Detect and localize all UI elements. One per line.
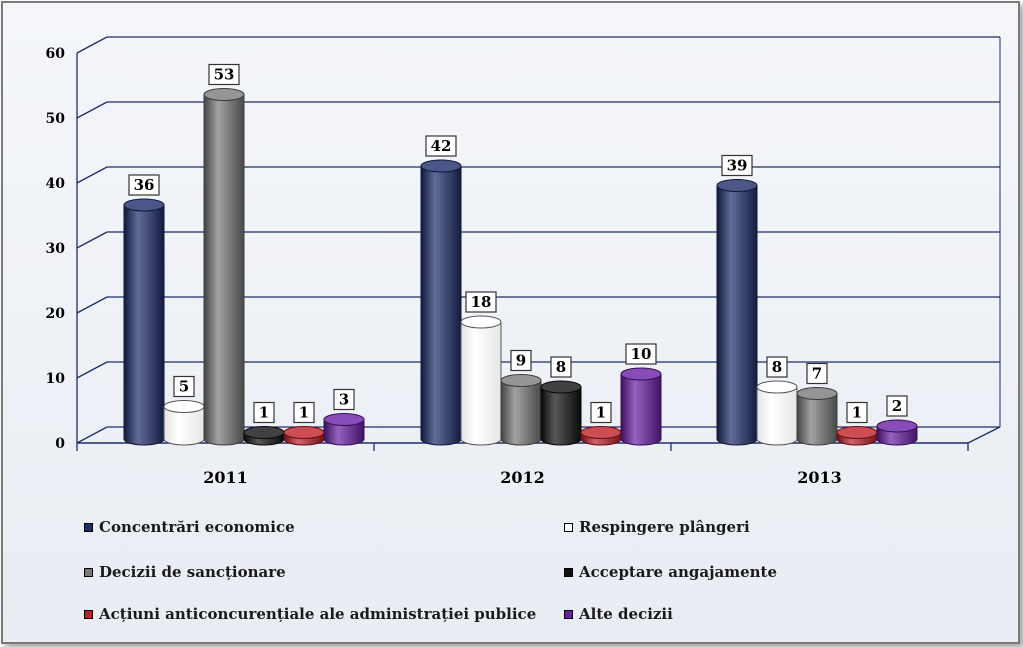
gridline-side — [76, 426, 108, 444]
data-label: 2 — [892, 397, 902, 415]
bar-2012-1 — [460, 321, 502, 446]
bar-2012-5 — [620, 373, 662, 446]
data-label: 8 — [772, 358, 782, 376]
bar-2013-1 — [756, 386, 798, 446]
data-label-box — [510, 349, 532, 372]
data-label: 9 — [516, 352, 526, 370]
data-label-box — [766, 356, 788, 378]
bar-top-2013-4 — [836, 426, 878, 439]
bar-2013-0 — [716, 185, 758, 446]
data-label-box — [293, 401, 315, 424]
bar-2012-2 — [500, 380, 542, 446]
y-tick-label: 20 — [46, 306, 66, 322]
gridline-side — [76, 361, 108, 379]
bar-top-2012-4 — [580, 426, 622, 439]
bar-top-2012-3 — [540, 380, 582, 394]
y-tick-label: 10 — [46, 371, 66, 387]
gridline-side — [76, 166, 108, 184]
bar-top-2012-1 — [460, 315, 502, 329]
x-category-label: 2012 — [500, 468, 545, 487]
bar-top-2011-3 — [243, 426, 285, 439]
data-label-box — [590, 401, 612, 424]
bar-top-2012-2 — [500, 374, 542, 387]
bar-top-2011-5 — [323, 413, 365, 426]
bar-2012-0 — [420, 165, 462, 446]
bar-2011-0 — [123, 204, 165, 446]
data-label: 53 — [214, 66, 235, 84]
data-label: 1 — [299, 404, 309, 422]
bar-top-2013-2 — [796, 387, 838, 400]
y-tick-label: 60 — [46, 46, 66, 62]
data-label-box — [333, 388, 355, 411]
bar-top-2011-0 — [123, 198, 165, 212]
bar-top-2011-2 — [203, 88, 245, 101]
bar-top-2013-5 — [876, 419, 918, 433]
bar-2011-2 — [203, 94, 245, 446]
data-label-box — [846, 401, 868, 424]
data-label: 18 — [471, 293, 492, 311]
bar-2011-5 — [323, 419, 365, 446]
data-label: 42 — [431, 137, 452, 155]
bar-top-2011-1 — [163, 400, 205, 413]
data-label-box — [625, 343, 657, 365]
gridline-side — [76, 231, 108, 249]
gridline-side — [76, 36, 108, 54]
bar-top-2013-0 — [716, 179, 758, 192]
data-label-box — [425, 135, 457, 157]
data-label: 36 — [134, 176, 155, 194]
data-label-box — [253, 401, 275, 424]
bar-2013-2 — [796, 393, 838, 446]
data-label: 5 — [179, 378, 189, 396]
gridline-side — [76, 296, 108, 314]
data-label: 1 — [596, 404, 606, 422]
data-label-box — [806, 362, 828, 385]
y-tick-label: 0 — [55, 436, 65, 452]
data-label-box — [208, 63, 240, 86]
data-label: 7 — [812, 365, 822, 383]
y-tick-label: 50 — [46, 111, 66, 127]
data-label: 10 — [631, 345, 652, 363]
y-tick-label: 40 — [46, 176, 66, 192]
data-label: 8 — [556, 358, 566, 376]
x-category-label: 2011 — [203, 468, 248, 487]
data-label: 3 — [339, 391, 349, 409]
bar-top-2011-4 — [283, 426, 325, 439]
data-label: 1 — [852, 404, 862, 422]
data-label-box — [128, 174, 160, 196]
data-label-box — [173, 375, 195, 398]
gridline-side — [76, 101, 108, 119]
data-label: 1 — [259, 404, 269, 422]
bar-top-2012-0 — [420, 159, 462, 173]
x-category-label: 2013 — [797, 468, 842, 487]
bar-top-2012-5 — [620, 367, 662, 381]
floor-edge — [967, 426, 1001, 444]
data-label-box — [721, 154, 753, 177]
data-label-box — [550, 356, 572, 378]
data-label-box — [465, 291, 497, 313]
data-label: 39 — [727, 157, 748, 175]
data-label-box — [886, 395, 908, 417]
bar-top-2013-1 — [756, 380, 798, 394]
y-tick-label: 30 — [46, 241, 66, 257]
bar-2012-3 — [540, 386, 582, 446]
